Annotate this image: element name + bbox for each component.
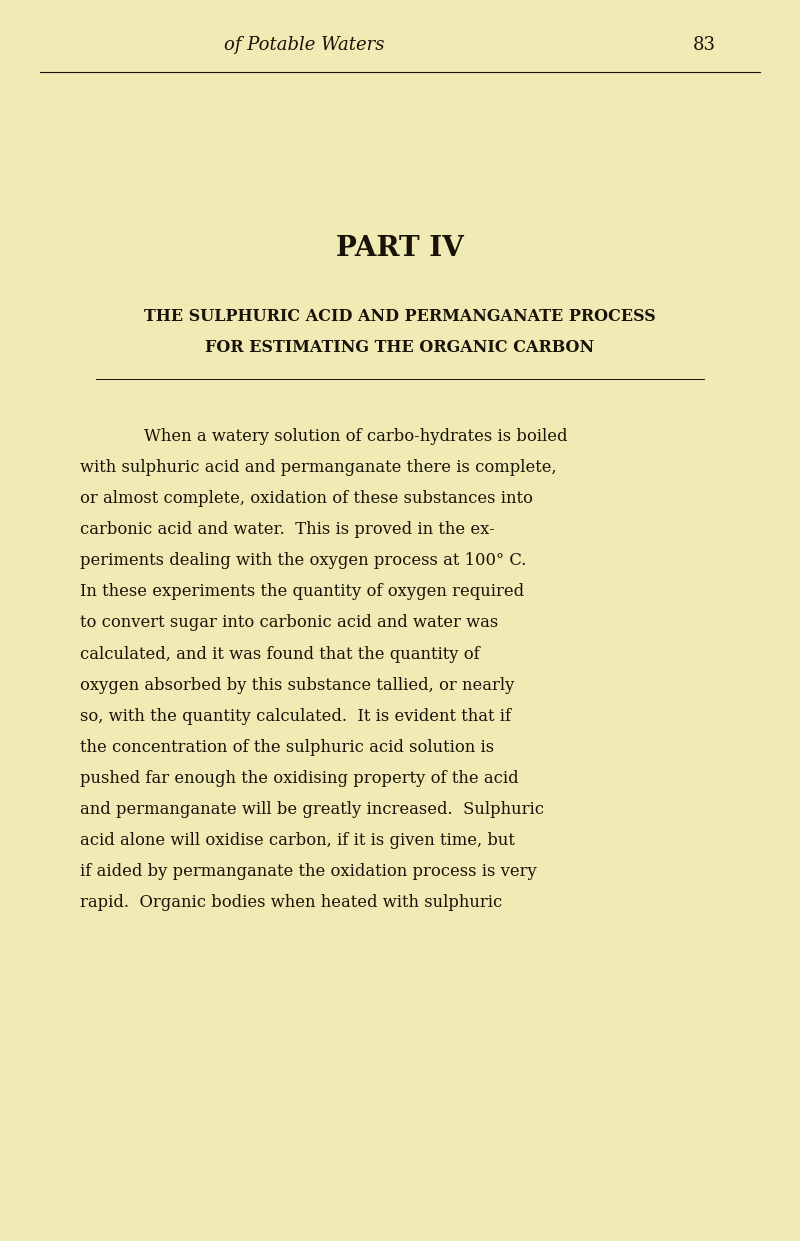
Text: if aided by permanganate the oxidation process is very: if aided by permanganate the oxidation p… [80,862,537,880]
Text: pushed far enough the oxidising property of the acid: pushed far enough the oxidising property… [80,769,518,787]
Text: carbonic acid and water.  This is proved in the ex-: carbonic acid and water. This is proved … [80,521,494,539]
Text: of Potable Waters: of Potable Waters [224,36,384,53]
Text: THE SULPHURIC ACID AND PERMANGANATE PROCESS: THE SULPHURIC ACID AND PERMANGANATE PROC… [144,308,656,325]
Text: with sulphuric acid and permanganate there is complete,: with sulphuric acid and permanganate the… [80,459,557,477]
Text: 83: 83 [693,36,715,53]
Text: FOR ESTIMATING THE ORGANIC CARBON: FOR ESTIMATING THE ORGANIC CARBON [206,339,594,356]
Text: PART IV: PART IV [336,235,464,262]
Text: calculated, and it was found that the quantity of: calculated, and it was found that the qu… [80,645,480,663]
Text: so, with the quantity calculated.  It is evident that if: so, with the quantity calculated. It is … [80,707,511,725]
Text: oxygen absorbed by this substance tallied, or nearly: oxygen absorbed by this substance tallie… [80,676,514,694]
Text: rapid.  Organic bodies when heated with sulphuric: rapid. Organic bodies when heated with s… [80,894,502,911]
Text: to convert sugar into carbonic acid and water was: to convert sugar into carbonic acid and … [80,614,498,632]
Text: periments dealing with the oxygen process at 100° C.: periments dealing with the oxygen proces… [80,552,526,570]
Text: the concentration of the sulphuric acid solution is: the concentration of the sulphuric acid … [80,738,494,756]
Text: When a watery solution of carbo-hydrates is boiled: When a watery solution of carbo-hydrates… [144,428,567,446]
Text: and permanganate will be greatly increased.  Sulphuric: and permanganate will be greatly increas… [80,800,544,818]
Text: In these experiments the quantity of oxygen required: In these experiments the quantity of oxy… [80,583,524,601]
Text: or almost complete, oxidation of these substances into: or almost complete, oxidation of these s… [80,490,533,508]
Text: acid alone will oxidise carbon, if it is given time, but: acid alone will oxidise carbon, if it is… [80,831,515,849]
